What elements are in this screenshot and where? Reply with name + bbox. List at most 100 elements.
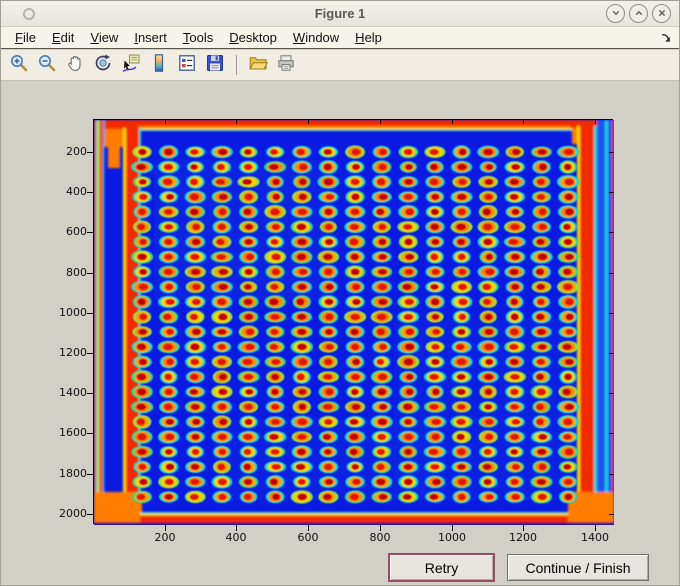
open-icon: [248, 53, 269, 78]
y-tick-label: 800: [66, 266, 87, 279]
unshade-button[interactable]: [629, 4, 648, 23]
rotate-3d-icon: [93, 53, 113, 78]
x-tick-top: [523, 119, 524, 124]
y-tick: [87, 192, 93, 193]
x-tick: [595, 525, 596, 531]
zoom-in-icon: [9, 53, 29, 78]
y-tick-label: 1400: [59, 386, 87, 399]
menubar: File Edit View Insert Tools Desktop Window Help: [1, 27, 679, 49]
y-tick-right: [609, 393, 614, 394]
insert-colorbar-button[interactable]: [147, 53, 171, 77]
x-tick-label: 200: [154, 531, 176, 544]
x-tick-top: [236, 119, 237, 124]
y-tick-label: 1800: [59, 467, 87, 480]
x-tick-label: 600: [297, 531, 319, 544]
y-tick: [87, 152, 93, 153]
y-tick-label: 2000: [59, 507, 87, 520]
y-tick: [87, 353, 93, 354]
heatmap-svg: [94, 120, 614, 525]
x-tick: [380, 525, 381, 531]
x-tick: [165, 525, 166, 531]
y-tick: [87, 393, 93, 394]
y-tick-right: [609, 152, 614, 153]
zoom-out-button[interactable]: [35, 53, 59, 77]
x-tick: [523, 525, 524, 531]
data-cursor-icon: [121, 53, 141, 78]
menu-view[interactable]: View: [90, 30, 119, 45]
y-tick-label: 1200: [59, 346, 87, 359]
x-tick-label: 1000: [438, 531, 466, 544]
chevron-up-icon: [634, 5, 644, 23]
x-tick-top: [595, 119, 596, 124]
save-icon: [205, 53, 225, 78]
y-tick: [87, 474, 93, 475]
window-title: Figure 1: [314, 6, 366, 21]
menu-insert[interactable]: Insert: [134, 30, 167, 45]
chevron-down-icon: [611, 5, 621, 23]
x-tick-top: [308, 119, 309, 124]
x-tick: [452, 525, 453, 531]
close-button[interactable]: [652, 4, 671, 23]
zoom-out-icon: [37, 53, 57, 78]
titlebar: Figure 1: [1, 1, 679, 27]
save-button[interactable]: [203, 53, 227, 77]
y-tick-right: [609, 313, 614, 314]
menu-desktop[interactable]: Desktop: [229, 30, 277, 45]
y-tick-label: 1000: [59, 306, 87, 319]
print-icon: [276, 53, 296, 78]
menu-tools[interactable]: Tools: [182, 30, 214, 45]
y-tick: [87, 514, 93, 515]
x-tick: [236, 525, 237, 531]
menu-edit[interactable]: Edit: [51, 30, 75, 45]
x-tick-top: [380, 119, 381, 124]
open-button[interactable]: [246, 53, 270, 77]
window-controls: [606, 4, 671, 23]
y-tick-right: [609, 232, 614, 233]
data-cursor-button[interactable]: [119, 53, 143, 77]
insert-colorbar-icon: [149, 53, 169, 78]
plate-image: [93, 119, 614, 525]
y-tick: [87, 232, 93, 233]
retry-button[interactable]: Retry: [389, 554, 494, 581]
print-button[interactable]: [274, 53, 298, 77]
y-tick-label: 600: [66, 225, 87, 238]
y-tick-label: 200: [66, 145, 87, 158]
y-tick-right: [609, 192, 614, 193]
y-tick-right: [609, 433, 614, 434]
x-tick-label: 800: [369, 531, 391, 544]
y-tick-label: 1600: [59, 426, 87, 439]
y-tick-label: 400: [66, 185, 87, 198]
toolbar-separator: [236, 55, 237, 75]
y-tick-right: [609, 353, 614, 354]
insert-legend-button[interactable]: [175, 53, 199, 77]
rotate-3d-button[interactable]: [91, 53, 115, 77]
menu-help[interactable]: Help: [355, 30, 382, 45]
zoom-in-button[interactable]: [7, 53, 31, 77]
dock-figure-icon[interactable]: [660, 32, 672, 44]
x-tick-label: 400: [225, 531, 247, 544]
x-tick-label: 1400: [581, 531, 609, 544]
shade-button[interactable]: [606, 4, 625, 23]
y-tick-right: [609, 474, 614, 475]
figure-toolbar: [1, 50, 679, 81]
y-tick: [87, 313, 93, 314]
pan-icon: [65, 53, 85, 78]
x-tick-label: 1200: [509, 531, 537, 544]
x-tick-top: [452, 119, 453, 124]
figure-canvas: 200 400 600 800 1000 1200 1400 1600 1800 2000 200 4…: [1, 81, 679, 585]
y-tick-right: [609, 514, 614, 515]
window-menu-icon[interactable]: [23, 8, 35, 20]
menu-items: File Edit View Insert Tools Desktop Window Help: [7, 28, 390, 47]
y-tick: [87, 433, 93, 434]
menu-window[interactable]: Window: [292, 30, 340, 45]
y-tick: [87, 273, 93, 274]
pan-button[interactable]: [63, 53, 87, 77]
close-icon: [657, 5, 667, 23]
x-tick-top: [165, 119, 166, 124]
continue-finish-button[interactable]: Continue / Finish: [507, 554, 649, 581]
insert-legend-icon: [177, 53, 197, 78]
x-tick: [308, 525, 309, 531]
y-tick-right: [609, 273, 614, 274]
menu-file[interactable]: File: [15, 30, 36, 45]
